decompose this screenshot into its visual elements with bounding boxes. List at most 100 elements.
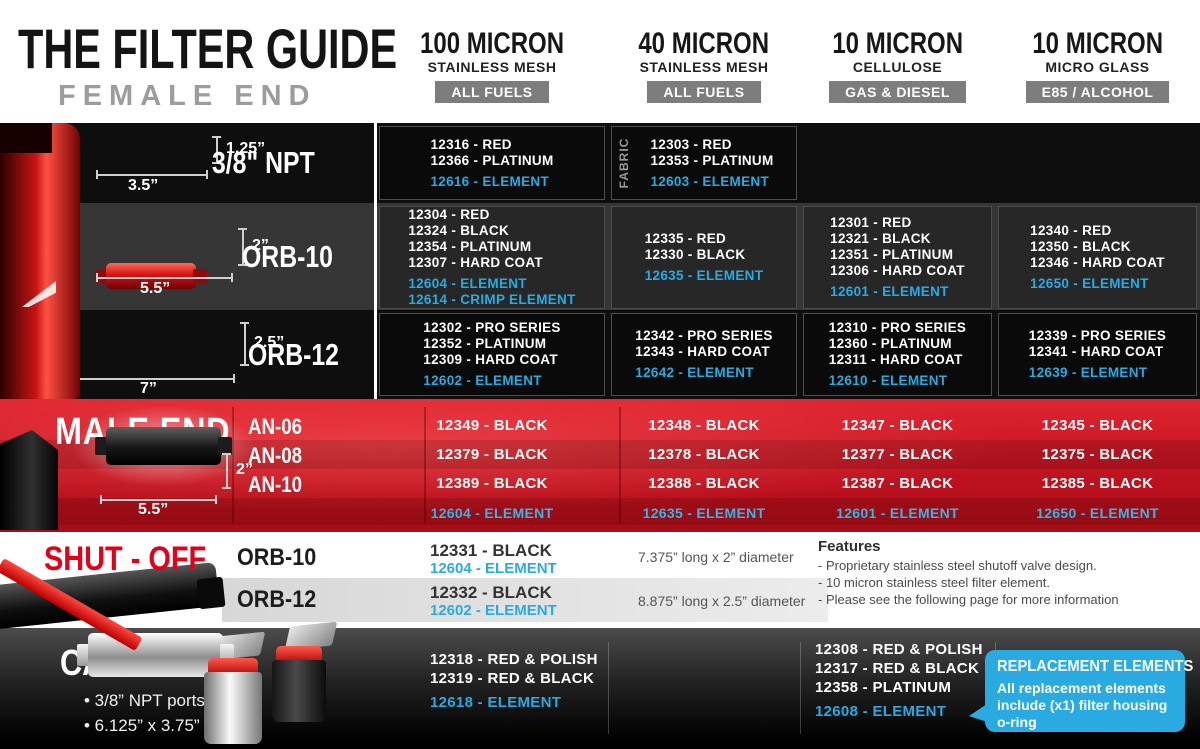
- element-list: 12642 - ELEMENT: [635, 365, 754, 380]
- shut-off-title: SHUT - OFF: [44, 540, 207, 578]
- row-label-orb10: ORB-10: [242, 238, 333, 274]
- column-header-100-micron: 100 MICRON STAINLESS MESH ALL FUELS: [376, 29, 608, 103]
- orb10-parts: 12331 - BLACK 12604 - ELEMENT: [430, 541, 557, 577]
- orb10-100micron-cell: 12304 - RED 12324 - BLACK 12354 - PLATINUM…: [379, 206, 605, 309]
- column-header-10-micron-cellulose: 10 MICRON CELLULOSE GAS & DIESEL: [800, 27, 995, 103]
- feature-items: - Proprietary stainless steel shutoff va…: [818, 558, 1119, 607]
- height-dimension: 2”: [252, 237, 269, 254]
- height-measure-line: [212, 136, 221, 164]
- orb12-10micron-glass-cell: 12339 - PRO SERIES 12341 - HARD COAT 1263…: [998, 313, 1197, 396]
- material-label: CELLULOSE: [852, 59, 943, 75]
- row-label-an08: AN-08: [248, 443, 303, 468]
- an10-row: 12389 - BLACK 12388 - BLACK 12387 - BLAC…: [376, 469, 1200, 498]
- callout-title: REPLACEMENT ELEMENTS: [997, 658, 1194, 675]
- element-list: 12639 - ELEMENT: [1028, 365, 1148, 380]
- length-measure-line: [96, 170, 208, 179]
- micron-label: 40 MICRON: [638, 27, 770, 60]
- row-label-orb10: ORB-10: [237, 544, 317, 571]
- part-list: 12335 - RED 12330 - BLACK: [644, 231, 746, 262]
- part-list: 12303 - RED 12353 - PLATINUM: [650, 136, 774, 168]
- row-orb12: 2.5” 7” ORB-12 12302 - PRO SERIES 12352 -…: [0, 310, 1200, 677]
- red-canister-photo: [0, 123, 80, 399]
- part-list: 12302 - PRO SERIES 12352 - PLATINUM 12309 …: [423, 320, 561, 367]
- part-number: 12379 - BLACK: [436, 446, 548, 463]
- orb10-part-cells: 12304 - RED 12324 - BLACK 12354 - PLATINUM…: [376, 203, 1200, 310]
- black-canister-photo: [272, 646, 326, 722]
- features-title: Features: [818, 538, 881, 555]
- material-label: STAINLESS MESH: [427, 59, 557, 75]
- orb12-40micron-cell: 12342 - PRO SERIES 12343 - HARD COAT 1264…: [611, 313, 797, 396]
- part-list: 12340 - RED 12350 - BLACK 12346 - HARD COA…: [1030, 223, 1165, 270]
- element-list: 12616 - ELEMENT: [430, 173, 549, 189]
- canister-10micron-cell: 12308 - RED & POLISH 12317 - RED & BLACK 1…: [815, 640, 983, 721]
- part-number: 12388 - BLACK: [648, 475, 760, 492]
- canister-bullets: • 3/8” NPT ports. • 6.125” x 3.75”: [84, 691, 210, 735]
- fuel-badge: E85 / ALCOHOL: [1025, 81, 1170, 103]
- element-number: 12604 - ELEMENT: [430, 560, 557, 577]
- silver-filter-photo: [77, 633, 234, 677]
- element-list: 12603 - ELEMENT: [650, 173, 769, 189]
- element-list: 12608 - ELEMENT: [815, 703, 947, 720]
- element-row: 12604 - ELEMENT 12635 - ELEMENT 12601 - …: [376, 498, 1200, 527]
- part-number: 12378 - BLACK: [648, 446, 760, 463]
- row-band: [0, 498, 1200, 525]
- micron-label: 10 MICRON: [832, 27, 963, 60]
- row-label-an06: AN-06: [248, 414, 303, 439]
- fuel-badge: ALL FUELS: [435, 81, 549, 103]
- orb12-10micron-cellulose-cell: 12310 - PRO SERIES 12360 - PLATINUM 12311 …: [803, 313, 992, 396]
- orb12-size: 8.875” long x 2.5” diameter: [638, 593, 806, 609]
- part-number: 12387 - BLACK: [841, 475, 954, 492]
- height-dimension: 2.5”: [254, 334, 285, 351]
- black-filter-photo: [71, 405, 256, 487]
- height-measure-line: [222, 453, 231, 489]
- replacement-elements-callout: REPLACEMENT ELEMENTS All replacement ele…: [969, 650, 1194, 732]
- element-number: 12650 - ELEMENT: [1036, 504, 1159, 521]
- length-measure-line: [100, 495, 217, 504]
- element-number: 12635 - ELEMENT: [642, 504, 766, 521]
- part-number: 12331 - BLACK: [430, 541, 552, 560]
- column-divider: [800, 642, 801, 734]
- part-list: 12318 - RED & POLISH 12319 - RED & BLACK: [430, 651, 598, 687]
- silver-canister-photo: [204, 658, 262, 744]
- element-list: 12635 - ELEMENT: [644, 268, 764, 283]
- column-header-40-micron: 40 MICRON STAINLESS MESH ALL FUELS: [608, 27, 800, 103]
- element-number: 12604 - ELEMENT: [430, 504, 554, 521]
- element-list: 12602 - ELEMENT: [423, 373, 542, 388]
- length-dimension: 3.5”: [128, 177, 159, 194]
- an-fitting-photo: [0, 430, 58, 530]
- page-subtitle: FEMALE END: [58, 80, 317, 112]
- height-measure-line: [240, 322, 249, 366]
- element-list: 12650 - ELEMENT: [1030, 276, 1149, 291]
- part-number: 12375 - BLACK: [1041, 446, 1154, 463]
- part-number: 12377 - BLACK: [841, 446, 954, 463]
- shut-off-section: SHUT - OFF ORB-10 ORB-12 12331 - BLACK 1…: [0, 532, 1200, 651]
- features-block: Features - Proprietary stainless steel s…: [818, 538, 1119, 608]
- part-number: 12332 - BLACK: [430, 583, 552, 602]
- part-number: 12349 - BLACK: [436, 417, 548, 434]
- part-number: 12385 - BLACK: [1041, 475, 1154, 492]
- orb10-10micron-cellulose-cell: 12301 - RED 12321 - BLACK 12351 - PLATINUM…: [803, 206, 992, 309]
- material-label: MICRO GLASS: [1045, 59, 1150, 75]
- npt-100micron-cell: 12316 - RED 12366 - PLATINUM 12616 - ELEM…: [379, 126, 605, 200]
- part-list: 12304 - RED 12324 - BLACK 12354 - PLATINUM…: [408, 207, 543, 270]
- an06-row: 12349 - BLACK 12348 - BLACK 12347 - BLAC…: [376, 411, 1200, 440]
- label-column-divider: [374, 123, 377, 399]
- part-number: 12345 - BLACK: [1041, 417, 1154, 434]
- npt-40micron-cell: FABRIC 12303 - RED 12353 - PLATINUM 12603…: [611, 126, 797, 200]
- micron-label: 10 MICRON: [1032, 27, 1163, 60]
- callout-body: All replacement elements include (x1) fi…: [997, 680, 1168, 730]
- orb10-10micron-glass-cell: 12340 - RED 12350 - BLACK 12346 - HARD COA…: [998, 206, 1197, 309]
- height-measure-line: [238, 228, 247, 266]
- part-list: 12342 - PRO SERIES 12343 - HARD COAT: [635, 328, 773, 359]
- orb10-40micron-cell: 12335 - RED 12330 - BLACK 12635 - ELEMENT: [611, 206, 797, 309]
- column-divider: [608, 642, 609, 734]
- row-label-orb12: ORB-12: [237, 586, 317, 613]
- height-dimension: 2”: [236, 461, 253, 478]
- an08-row: 12379 - BLACK 12378 - BLACK 12377 - BLAC…: [376, 440, 1200, 469]
- orb12-row-band: [222, 578, 828, 622]
- npt-10micron-cellulose-cell: [800, 123, 995, 203]
- row-label-npt: 3/8" NPT: [212, 145, 315, 180]
- part-number: 12389 - BLACK: [436, 475, 548, 492]
- part-list: 12301 - RED 12321 - BLACK 12351 - PLATINUM…: [830, 215, 965, 278]
